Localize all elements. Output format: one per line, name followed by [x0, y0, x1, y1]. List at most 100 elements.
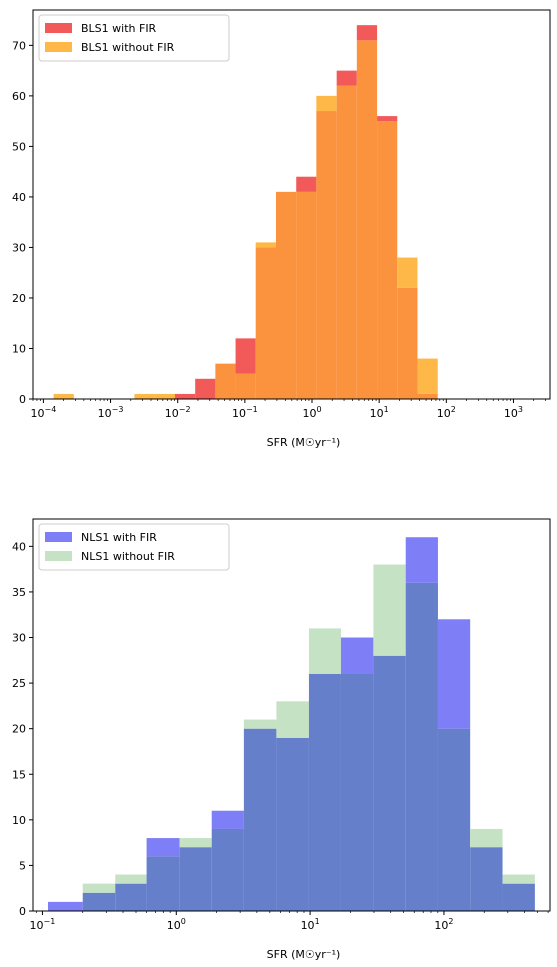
x-tick-label: 10−3 — [98, 405, 124, 420]
bar-series-2 — [276, 701, 309, 738]
bar-overlap — [146, 856, 180, 911]
bar-overlap — [356, 40, 378, 400]
legend-swatch — [45, 42, 72, 52]
bar-series-2 — [397, 257, 418, 288]
bar-series-2 — [115, 874, 147, 884]
x-tick-label: 101 — [301, 917, 320, 932]
bar-series-2 — [134, 393, 155, 399]
bar-overlap — [276, 737, 309, 911]
x-tick-label: 10−1 — [30, 917, 56, 932]
y-tick-label: 30 — [12, 632, 26, 645]
chart-panel-2: 0 5 10 15 20 25 30 35 40 10−1 100 101 102 SFR (M☉yr⁻¹… — [12, 518, 551, 961]
bar-overlap — [276, 191, 297, 399]
y-tick-label: 20 — [12, 723, 26, 736]
bar-series-2 — [316, 95, 337, 112]
bar-series-2 — [243, 719, 277, 729]
bar-series-1 — [340, 637, 374, 674]
bar-overlap — [373, 655, 406, 911]
y-tick-label: 30 — [12, 241, 26, 254]
bar-overlap — [377, 121, 398, 400]
bar-overlap — [235, 373, 256, 399]
bar-series-1 — [336, 70, 357, 86]
x-axis-title: SFR (M☉yr⁻¹) — [267, 436, 341, 449]
y-tick-label: 40 — [12, 191, 26, 204]
y-tick-label: 35 — [12, 586, 26, 599]
bar-series-2 — [255, 242, 277, 248]
bar-series-2 — [502, 874, 535, 884]
bar-overlap — [316, 111, 337, 399]
chart-panel-1: 0 10 20 30 40 50 60 70 10−4 10−3 10−2 10−1 100 101 102… — [12, 9, 551, 449]
y-tick-label: 50 — [12, 140, 26, 153]
bar-overlap — [417, 393, 438, 399]
y-tick-label: 40 — [12, 540, 26, 553]
y-tick-label: 20 — [12, 292, 26, 305]
bar-overlap — [82, 892, 116, 911]
y-tick-label: 60 — [12, 90, 26, 103]
y-tick-label: 0 — [19, 905, 26, 918]
x-tick-label: 100 — [167, 917, 186, 932]
bar-series-2 — [53, 393, 74, 399]
legend-label: BLS1 with FIR — [81, 22, 157, 35]
bar-series-1 — [377, 116, 398, 122]
bar-overlap — [255, 247, 277, 399]
y-tick-label: 0 — [19, 393, 26, 406]
bars-group — [53, 25, 438, 400]
legend-box — [38, 14, 230, 62]
y-tick-label: 70 — [12, 39, 26, 52]
x-tick-label: 102 — [434, 917, 453, 932]
bar-series-2 — [82, 883, 116, 893]
bar-series-1 — [356, 25, 378, 41]
bars-group — [47, 537, 535, 911]
x-tick-label: 101 — [370, 405, 389, 420]
bar-overlap — [340, 673, 374, 911]
bar-series-2 — [417, 358, 438, 394]
bar-series-1 — [47, 901, 83, 911]
bar-series-1 — [174, 393, 196, 399]
bar-series-1 — [235, 338, 256, 374]
legend-swatch — [45, 551, 72, 561]
y-tick-label: 5 — [19, 859, 26, 872]
y-tick-label: 15 — [12, 768, 26, 781]
x-tick-label: 100 — [302, 405, 321, 420]
legend-swatch — [45, 23, 72, 33]
legend-label: NLS1 with FIR — [81, 531, 157, 544]
x-tick-label: 102 — [437, 405, 456, 420]
bar-overlap — [502, 883, 535, 911]
x-tick-label: 10−4 — [31, 405, 57, 420]
bar-overlap — [115, 883, 147, 911]
bar-series-1 — [211, 810, 244, 829]
bar-series-2 — [373, 564, 406, 656]
legend: BLS1 with FIR BLS1 without FIR — [38, 14, 230, 62]
legend-box — [38, 523, 230, 571]
bar-series-1 — [146, 838, 180, 857]
bar-series-2 — [179, 838, 212, 848]
bar-overlap — [211, 828, 244, 911]
y-tick-label: 10 — [12, 814, 26, 827]
x-axis-title: SFR (M☉yr⁻¹) — [267, 948, 341, 961]
bar-overlap — [336, 85, 357, 399]
legend-swatch — [45, 532, 72, 542]
bar-overlap — [397, 287, 418, 399]
bar-series-1 — [296, 176, 317, 192]
bar-overlap — [308, 673, 341, 911]
bar-overlap — [405, 582, 438, 911]
bar-overlap — [437, 728, 471, 911]
bar-overlap — [243, 728, 277, 911]
x-tick-label: 10−2 — [165, 405, 191, 420]
bar-series-1 — [195, 378, 216, 399]
x-tick-label: 10−1 — [232, 405, 258, 420]
y-tick-label: 25 — [12, 677, 26, 690]
bar-overlap — [179, 847, 212, 911]
bar-overlap — [296, 191, 317, 399]
axes-frame — [32, 518, 551, 912]
bar-overlap — [470, 847, 503, 911]
bar-series-1 — [405, 537, 438, 583]
legend-label: BLS1 without FIR — [81, 41, 175, 54]
legend-label: NLS1 without FIR — [81, 550, 175, 563]
bar-series-2 — [308, 628, 341, 674]
bar-series-2 — [154, 393, 175, 399]
bar-series-1 — [437, 619, 471, 729]
bar-overlap — [215, 363, 236, 399]
x-tick-label: 103 — [504, 405, 523, 420]
